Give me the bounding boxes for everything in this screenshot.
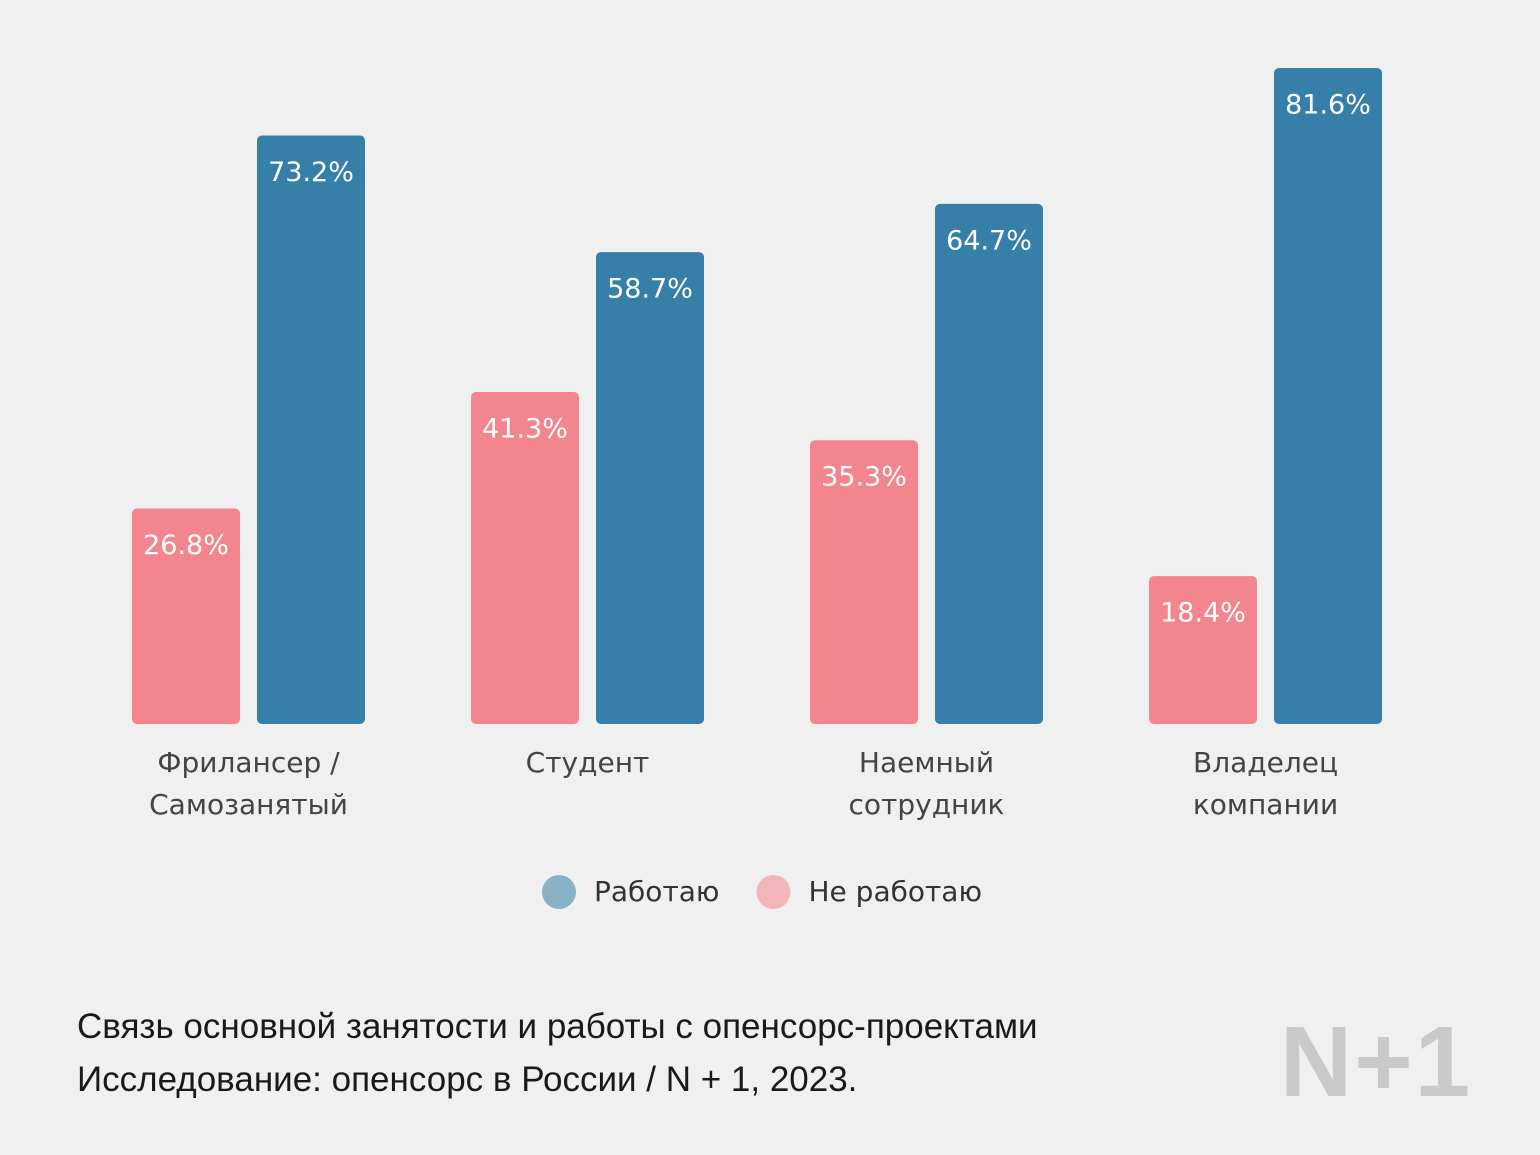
value-label: 81.6% — [1285, 90, 1371, 121]
bar — [132, 508, 240, 724]
legend-label: Не работаю — [808, 875, 982, 908]
bar — [810, 440, 918, 724]
bar — [1149, 576, 1257, 724]
value-label: 73.2% — [268, 157, 354, 188]
caption: Исследование: опенсорс в России / N + 1,… — [77, 1060, 858, 1099]
legend-marker — [542, 875, 576, 909]
chart: 26.8% 73.2% 41.3% 58.7% 35.3% 64.7% 18.4% 81.6%… — [132, 68, 1382, 909]
value-label: 18.4% — [1160, 598, 1246, 629]
value-label: 41.3% — [482, 413, 568, 444]
bar — [471, 391, 579, 724]
value-label: 64.7% — [946, 225, 1032, 256]
value-label: 26.8% — [143, 530, 229, 561]
bar — [257, 135, 365, 724]
value-label: 58.7% — [607, 274, 693, 305]
legend-label: Работаю — [594, 875, 719, 908]
bar — [935, 203, 1043, 725]
x-tick-label: Студент — [525, 746, 650, 779]
bar — [596, 252, 704, 725]
logo: N+1 — [1280, 1006, 1473, 1118]
bar — [1274, 68, 1382, 724]
x-tick-label: Фрилансер / Самозанятый — [149, 746, 348, 821]
value-label: 35.3% — [821, 462, 907, 493]
legend-marker — [756, 875, 791, 909]
caption: Связь основной занятости и работы с опен… — [77, 1007, 1038, 1046]
x-tick-label: Владелец компании — [1192, 746, 1339, 821]
x-tick-label: Наемный сотрудник — [848, 746, 1005, 821]
